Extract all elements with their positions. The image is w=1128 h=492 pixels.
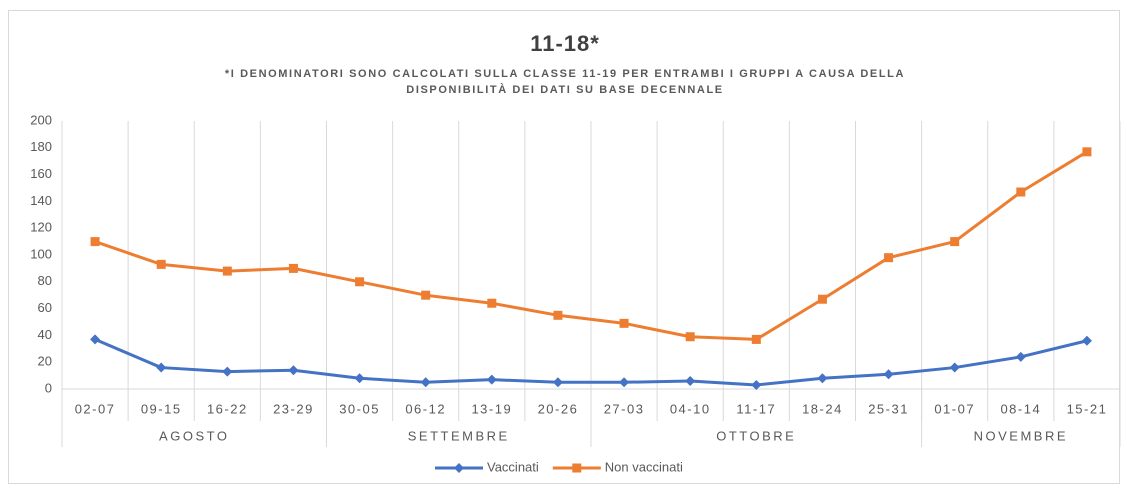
data-point bbox=[1081, 335, 1092, 346]
data-point bbox=[354, 373, 365, 384]
x-tick-label: 08-14 bbox=[1000, 401, 1041, 416]
x-tick-label: 11-17 bbox=[736, 401, 776, 416]
legend-marker bbox=[572, 463, 582, 473]
data-point bbox=[421, 290, 431, 300]
legend-marker bbox=[454, 463, 464, 473]
x-tick-label: 18-24 bbox=[802, 401, 843, 416]
y-tick-label: 0 bbox=[45, 380, 52, 395]
y-tick-label: 160 bbox=[30, 166, 52, 181]
x-tick-label: 20-26 bbox=[538, 401, 579, 416]
y-tick-label: 60 bbox=[38, 300, 52, 315]
data-point bbox=[884, 253, 894, 263]
data-point bbox=[156, 362, 167, 373]
data-point bbox=[751, 379, 762, 390]
x-tick-label: 23-29 bbox=[273, 401, 314, 416]
y-tick-label: 140 bbox=[30, 193, 52, 208]
legend-label: Vaccinati bbox=[487, 459, 539, 474]
data-point bbox=[817, 294, 827, 304]
x-tick-label: 13-19 bbox=[471, 401, 512, 416]
legend-label: Non vaccinati bbox=[605, 459, 683, 474]
x-tick-label: 06-12 bbox=[405, 401, 446, 416]
data-point bbox=[288, 365, 299, 376]
data-point bbox=[950, 237, 960, 247]
x-tick-label: 01-07 bbox=[934, 401, 975, 416]
x-tick-label: 02-07 bbox=[75, 401, 116, 416]
y-tick-label: 40 bbox=[38, 327, 52, 342]
data-point bbox=[487, 298, 497, 308]
chart-subtitle: DISPONIBILITÀ DEI DATI SU BASE DECENNALE bbox=[406, 83, 723, 96]
data-point bbox=[156, 259, 166, 269]
data-point bbox=[222, 266, 232, 276]
data-point bbox=[420, 377, 431, 388]
series-line bbox=[94, 338, 1088, 387]
group-label: NOVEMBRE bbox=[974, 428, 1068, 443]
y-tick-label: 100 bbox=[30, 246, 52, 261]
data-point bbox=[949, 362, 960, 373]
data-point bbox=[552, 377, 563, 388]
data-point bbox=[90, 334, 101, 345]
data-point bbox=[355, 277, 365, 287]
group-label: SETTEMBRE bbox=[408, 428, 510, 443]
y-tick-label: 200 bbox=[30, 112, 52, 127]
x-tick-label: 09-15 bbox=[141, 401, 182, 416]
series-line bbox=[94, 150, 1088, 341]
data-point bbox=[883, 369, 894, 380]
data-point bbox=[222, 366, 233, 377]
y-tick-label: 20 bbox=[38, 354, 52, 369]
data-point bbox=[1082, 147, 1092, 157]
y-tick-label: 80 bbox=[38, 273, 52, 288]
group-label: AGOSTO bbox=[159, 428, 229, 443]
data-point bbox=[90, 237, 100, 247]
data-point bbox=[685, 375, 696, 386]
data-point bbox=[486, 374, 497, 385]
chart-subtitle: *I DENOMINATORI SONO CALCOLATI SULLA CLA… bbox=[225, 68, 905, 80]
x-tick-label: 27-03 bbox=[604, 401, 645, 416]
x-tick-label: 15-21 bbox=[1067, 401, 1108, 416]
y-tick-label: 180 bbox=[30, 139, 52, 154]
x-tick-label: 04-10 bbox=[670, 401, 711, 416]
data-point bbox=[817, 373, 828, 384]
data-point bbox=[553, 310, 563, 320]
x-tick-label: 16-22 bbox=[207, 401, 248, 416]
x-tick-label: 25-31 bbox=[868, 401, 909, 416]
x-tick-label: 30-05 bbox=[339, 401, 380, 416]
group-label: OTTOBRE bbox=[716, 428, 796, 443]
data-point bbox=[685, 332, 695, 342]
data-point bbox=[751, 334, 761, 344]
y-tick-label: 120 bbox=[30, 220, 52, 235]
data-point bbox=[1016, 187, 1026, 197]
data-point bbox=[619, 318, 629, 328]
data-point bbox=[619, 377, 630, 388]
data-point bbox=[288, 263, 298, 273]
chart-title: 11-18* bbox=[530, 31, 600, 56]
data-point bbox=[1015, 351, 1026, 362]
